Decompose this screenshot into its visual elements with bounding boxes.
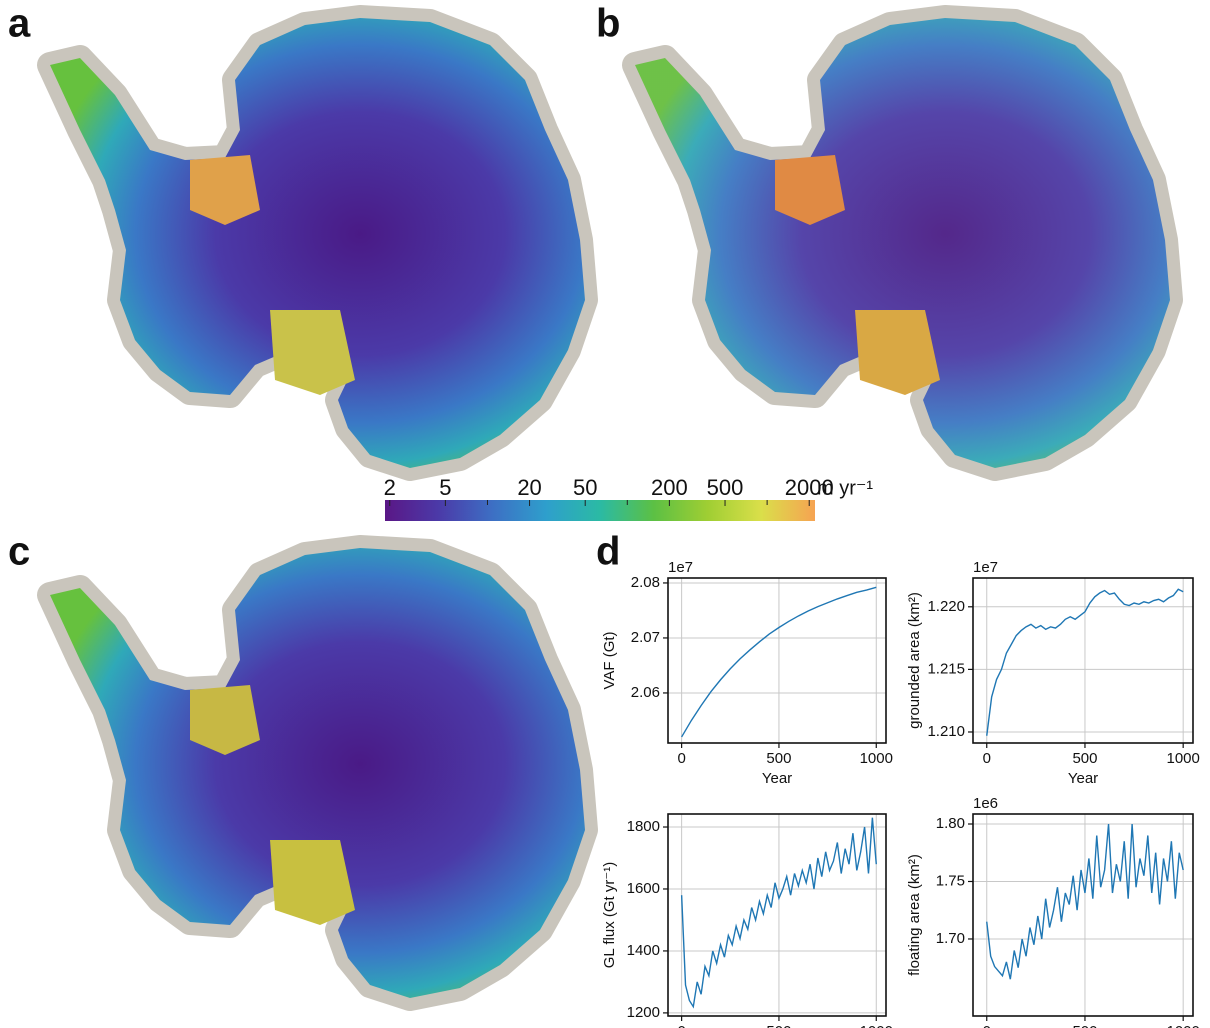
y-tick-label: 1.75 [936, 872, 965, 889]
y-tick-label: 1.215 [927, 660, 965, 677]
x-tick-label: 500 [1072, 750, 1097, 767]
offset-label: 1e7 [973, 559, 998, 576]
y-tick-label: 1.80 [936, 815, 965, 832]
x-tick-label: 0 [677, 750, 685, 767]
data-line [986, 823, 1184, 980]
y-tick-label: 1200 [627, 1004, 660, 1021]
panel-label: c [8, 530, 30, 574]
y-axis-label: grounded area (km²) [906, 592, 923, 729]
axes-frame [667, 577, 887, 744]
x-tick-label: 500 [766, 1023, 791, 1028]
x-axis-label: Year [1068, 770, 1098, 787]
tick-label: 2000 [785, 475, 834, 500]
tick-label: 2 [384, 475, 396, 500]
y-tick-label: 1.210 [927, 723, 965, 740]
panel-label: d [596, 530, 620, 574]
y-tick-label: 1.220 [927, 598, 965, 615]
panel-label: a [8, 2, 31, 46]
y-tick-label: 1.70 [936, 930, 965, 947]
x-tick-label: 500 [766, 750, 791, 767]
x-tick-label: 500 [1072, 1023, 1097, 1028]
colorbar [385, 500, 815, 521]
tick-label: 5 [439, 475, 451, 500]
axes-frame [972, 813, 1194, 1017]
x-tick-label: 1000 [1166, 1023, 1199, 1028]
data-line [986, 588, 1184, 736]
tick-label: 50 [573, 475, 597, 500]
map-a [50, 18, 585, 468]
offset-label: 1e6 [973, 795, 998, 812]
y-tick-label: 1600 [627, 880, 660, 897]
tick-label: 200 [651, 475, 688, 500]
tick-label: 500 [707, 475, 744, 500]
data-line [680, 817, 877, 1009]
x-tick-label: 1000 [1166, 750, 1199, 767]
map-c [50, 548, 585, 998]
offset-label: 1e7 [668, 559, 693, 576]
y-axis-label: GL flux (Gt yr⁻¹) [601, 862, 618, 969]
x-tick-label: 1000 [860, 1023, 893, 1028]
x-tick-label: 0 [983, 750, 991, 767]
y-tick-label: 2.07 [631, 629, 660, 646]
tick-label: 20 [517, 475, 541, 500]
y-axis-label: floating area (km²) [906, 854, 923, 976]
y-tick-label: 1800 [627, 818, 660, 835]
axes-frame [667, 813, 887, 1017]
x-tick-label: 0 [983, 1023, 991, 1028]
x-tick-label: 0 [677, 1023, 685, 1028]
panel-label: b [596, 2, 620, 46]
y-tick-label: 1400 [627, 942, 660, 959]
y-tick-label: 2.08 [631, 574, 660, 591]
axes-frame [972, 577, 1194, 744]
x-axis-label: Year [762, 770, 792, 787]
y-tick-label: 2.06 [631, 684, 660, 701]
x-tick-label: 1000 [860, 750, 893, 767]
colorbar-unit: m yr⁻¹ [817, 477, 873, 499]
map-b [635, 18, 1170, 468]
data-line [681, 586, 877, 738]
y-axis-label: VAF (Gt) [601, 631, 618, 689]
